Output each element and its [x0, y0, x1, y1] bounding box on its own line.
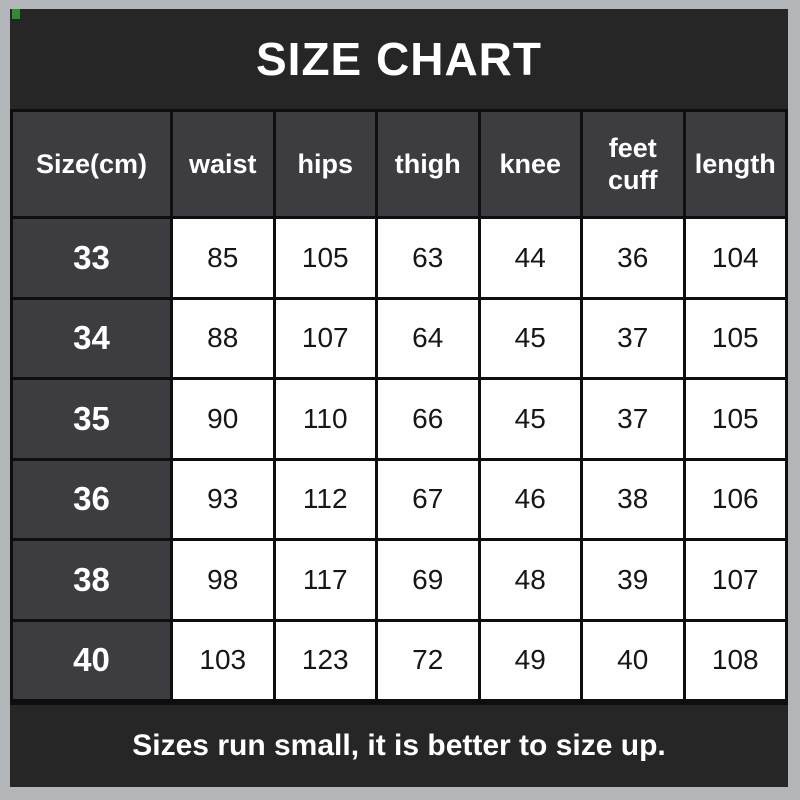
- green-corner-artifact-mark: [12, 9, 20, 19]
- chart-panel: SIZE CHART Size(cm) waist hips thigh kne…: [10, 9, 788, 787]
- value-cell: 38: [580, 457, 686, 541]
- value-cell: 93: [170, 457, 276, 541]
- value-cell: 64: [375, 296, 481, 380]
- value-cell: 37: [580, 296, 686, 380]
- column-header-hips: hips: [272, 109, 378, 219]
- value-cell: 90: [170, 377, 276, 461]
- value-cell: 98: [170, 538, 276, 622]
- value-cell: 44: [477, 216, 583, 300]
- size-cell: 35: [10, 377, 173, 461]
- value-cell: 63: [375, 216, 481, 300]
- size-cell: 34: [10, 296, 173, 380]
- value-cell: 67: [375, 457, 481, 541]
- value-cell: 106: [682, 457, 788, 541]
- size-cell: 36: [10, 457, 173, 541]
- value-cell: 88: [170, 296, 276, 380]
- column-header-thigh: thigh: [375, 109, 481, 219]
- value-cell: 46: [477, 457, 583, 541]
- footer-note: Sizes run small, it is better to size up…: [10, 702, 788, 787]
- value-cell: 104: [682, 216, 788, 300]
- value-cell: 45: [477, 377, 583, 461]
- value-cell: 49: [477, 618, 583, 702]
- value-cell: 105: [682, 377, 788, 461]
- value-cell: 105: [272, 216, 378, 300]
- column-header-length: length: [682, 109, 788, 219]
- value-cell: 105: [682, 296, 788, 380]
- value-cell: 108: [682, 618, 788, 702]
- value-cell: 45: [477, 296, 583, 380]
- value-cell: 85: [170, 216, 276, 300]
- table-row: 34 88 107 64 45 37 105: [10, 296, 788, 380]
- value-cell: 110: [272, 377, 378, 461]
- value-cell: 112: [272, 457, 378, 541]
- value-cell: 66: [375, 377, 481, 461]
- value-cell: 103: [170, 618, 276, 702]
- value-cell: 69: [375, 538, 481, 622]
- value-cell: 123: [272, 618, 378, 702]
- value-cell: 48: [477, 538, 583, 622]
- size-cell: 40: [10, 618, 173, 702]
- size-chart-table: Size(cm) waist hips thigh knee feet cuff…: [10, 109, 788, 702]
- column-header-feet-cuff: feet cuff: [580, 109, 686, 219]
- size-cell: 38: [10, 538, 173, 622]
- value-cell: 117: [272, 538, 378, 622]
- table-row: 35 90 110 66 45 37 105: [10, 377, 788, 461]
- table-row: 33 85 105 63 44 36 104: [10, 216, 788, 300]
- table-row: 38 98 117 69 48 39 107: [10, 538, 788, 622]
- column-header-size: Size(cm): [10, 109, 173, 219]
- column-header-knee: knee: [477, 109, 583, 219]
- table-row: 36 93 112 67 46 38 106: [10, 457, 788, 541]
- value-cell: 39: [580, 538, 686, 622]
- page-title: SIZE CHART: [10, 9, 788, 109]
- value-cell: 107: [272, 296, 378, 380]
- value-cell: 72: [375, 618, 481, 702]
- value-cell: 36: [580, 216, 686, 300]
- header-row: Size(cm) waist hips thigh knee feet cuff…: [10, 109, 788, 219]
- size-cell: 33: [10, 216, 173, 300]
- value-cell: 40: [580, 618, 686, 702]
- value-cell: 37: [580, 377, 686, 461]
- table-row: 40 103 123 72 49 40 108: [10, 618, 788, 702]
- column-header-waist: waist: [170, 109, 276, 219]
- value-cell: 107: [682, 538, 788, 622]
